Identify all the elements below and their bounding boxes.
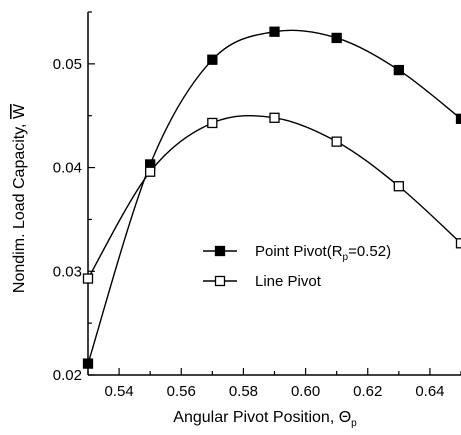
x-tick-label: 0.56 xyxy=(167,383,196,400)
point-pivot-marker xyxy=(332,33,341,42)
legend-label-2: Line Pivot xyxy=(255,273,322,290)
x-tick-label: 0.60 xyxy=(291,383,320,400)
x-tick-label: 0.54 xyxy=(104,383,133,400)
point-pivot-marker xyxy=(208,55,217,64)
legend-marker-2 xyxy=(216,277,225,286)
y-tick-label: 0.02 xyxy=(53,367,82,384)
y-tick-label: 0.05 xyxy=(53,56,82,73)
legend: Point Pivot(Rp=0.52) Line Pivot xyxy=(203,243,391,290)
line-pivot-marker xyxy=(270,113,279,122)
y-tick-label: 0.04 xyxy=(53,160,82,177)
tick-marks xyxy=(88,12,461,375)
tick-labels: 0.54 0.56 0.58 0.60 0.62 0.64 0.02 0.03 0.04 0.05 xyxy=(53,56,445,400)
legend-label-1: Point Pivot(Rp=0.52) xyxy=(255,243,391,263)
line-pivot-marker xyxy=(394,182,403,191)
line-pivot-marker xyxy=(84,274,93,283)
point-pivot-marker xyxy=(84,359,93,368)
axes xyxy=(88,12,461,375)
x-tick-label: 0.64 xyxy=(415,383,444,400)
line-pivot-marker xyxy=(208,118,217,127)
series-layer xyxy=(84,27,461,368)
legend-marker-1 xyxy=(216,247,225,256)
line-pivot-marker xyxy=(146,167,155,176)
point-pivot-marker xyxy=(394,66,403,75)
y-tick-label: 0.03 xyxy=(53,263,82,280)
x-tick-label: 0.62 xyxy=(353,383,382,400)
y-axis-label: Nondim. Load Capacity, W xyxy=(11,103,28,293)
series-line-1 xyxy=(88,30,461,363)
point-pivot-marker xyxy=(457,114,461,123)
x-axis-label: Angular Pivot Position, Θp xyxy=(173,409,357,429)
line-pivot-marker xyxy=(457,239,461,248)
x-tick-label: 0.58 xyxy=(229,383,258,400)
point-pivot-marker xyxy=(270,27,279,36)
line-pivot-marker xyxy=(332,137,341,146)
